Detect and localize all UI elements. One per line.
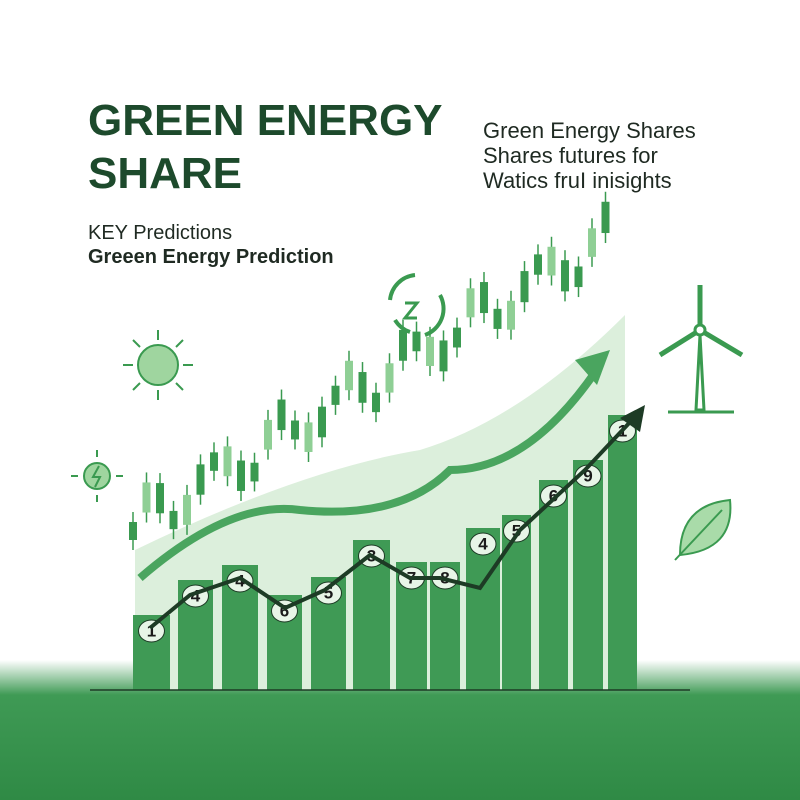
sun-icon (123, 330, 193, 400)
bar-badge: 9 (583, 467, 592, 486)
candle-body (480, 282, 488, 314)
trend-line (148, 418, 634, 630)
candle-body (534, 254, 542, 275)
candle-body (304, 422, 313, 452)
candle-body (588, 228, 596, 257)
bar (502, 515, 531, 690)
bar-badge: 1 (147, 622, 156, 641)
key-label: KEY Predictions (88, 222, 232, 244)
candle-body (601, 201, 610, 234)
bar-badge: 5 (324, 584, 333, 603)
candle-body (372, 392, 380, 413)
candle-body (196, 464, 205, 495)
wind-turbine-icon (658, 285, 744, 414)
candle-body (345, 360, 353, 391)
bar (539, 480, 568, 690)
candle-body (210, 452, 218, 471)
candle-body (385, 363, 394, 393)
trend-line-head (620, 405, 645, 432)
candle-body (453, 327, 461, 348)
candle-body (156, 483, 164, 514)
blurb-line: Watics fruI inisights (483, 168, 672, 193)
candlesticks (129, 191, 610, 550)
badge-bg (138, 619, 165, 643)
candle-body (439, 340, 448, 372)
candle-body (183, 494, 191, 525)
leaf-icon (674, 498, 732, 561)
bar-badge: 6 (549, 487, 558, 506)
candle-body (237, 460, 245, 491)
candle-body (129, 522, 137, 540)
energy-icon (71, 450, 123, 502)
bar-badge: 5 (512, 522, 521, 541)
candle-body (250, 462, 259, 482)
recycle-icon (388, 273, 446, 337)
candle-body (493, 308, 502, 329)
candle-body (291, 420, 299, 440)
bar-badge: 4 (478, 535, 488, 554)
bar (573, 460, 603, 690)
bar (608, 415, 637, 690)
candle-body (399, 329, 407, 361)
badge-bg (469, 532, 497, 556)
candle-body (223, 446, 232, 477)
candle-body (520, 271, 529, 303)
title-line: GREEN ENERGY (88, 96, 443, 145)
candle-body (318, 406, 326, 438)
bar-badge: 6 (280, 602, 289, 621)
bar-badge: 4 (191, 587, 201, 606)
trend-arrow (137, 362, 604, 582)
candle-body (169, 510, 178, 530)
blurb-line: Shares futures for (483, 143, 658, 168)
candle-body (547, 246, 556, 276)
candle-body (412, 331, 421, 352)
candle-body (142, 482, 151, 513)
candle-body (358, 372, 367, 403)
candle-body (466, 288, 475, 318)
candle-body (507, 300, 515, 330)
candle-body (426, 336, 434, 366)
candle-body (574, 266, 583, 288)
candle-body (277, 399, 286, 431)
candle-body (264, 419, 272, 450)
blurb-line: Green Energy Shares (483, 118, 696, 143)
candle-body (561, 260, 569, 292)
title-line: SHARE (88, 149, 242, 198)
key-subtitle: Greeen Energy Prediction (88, 246, 334, 268)
candle-body (331, 385, 340, 405)
trend-arrow-head (575, 350, 610, 385)
bar-badge: 4 (235, 572, 245, 591)
